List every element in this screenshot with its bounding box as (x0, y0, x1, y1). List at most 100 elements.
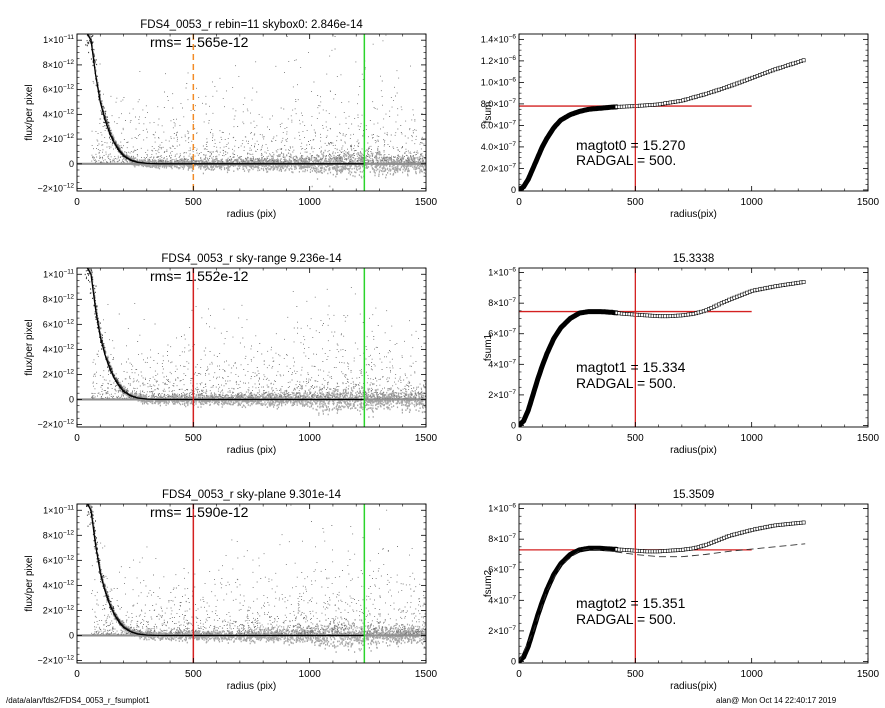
sky-scatter-dense (86, 268, 426, 418)
x-tick-label-1: 500 (185, 669, 202, 680)
y-axis-label: flux/per pixel (24, 555, 35, 611)
axes-frame (518, 33, 869, 192)
y-tick-label-0: 0 (511, 185, 516, 195)
x-axis-label: radius(pix) (670, 209, 717, 220)
x-axis-label: radius(pix) (670, 681, 717, 692)
curve-markers (614, 280, 806, 319)
y-tick-label-0: −2×10−12 (37, 183, 74, 194)
axes-frame (76, 503, 427, 664)
y-tick-label-0: 0 (511, 420, 516, 430)
growth-curve (519, 309, 620, 427)
y-tick-label-6: 1.2×10−6 (481, 55, 517, 66)
model-dashed-curve (519, 543, 806, 662)
y-tick-label-5: 1.0×10−6 (481, 76, 517, 87)
x-tick-label-2: 1000 (741, 669, 764, 680)
magnitude-annotation-1: RADGAL = 500. (576, 375, 676, 391)
y-tick-label-3: 4×10−12 (43, 343, 75, 354)
profile-line (86, 504, 365, 637)
x-tick-label-2: 1000 (741, 433, 764, 444)
curve-marker (801, 58, 806, 63)
curve-marker (801, 280, 806, 284)
chart-title: FDS4_0053_r rebin=11 skybox0: 2.846e-14 (140, 19, 363, 31)
y-axis-label: flux/per pixel (24, 319, 35, 375)
y-tick-label-1: 2×10−7 (488, 389, 516, 400)
chart-panel-1: rms= 1.552e-120 500 1000 1500−2×10−1202×10−… (24, 253, 438, 456)
x-tick-label-0: 0 (74, 433, 80, 444)
y-tick-label-1: 0 (69, 159, 74, 169)
footer-user-time: alan@ Mon Oct 14 22:40:17 2019 (716, 696, 837, 705)
y-tick-label-1: 0 (69, 630, 74, 640)
x-tick-label-0: 0 (516, 433, 522, 444)
magnitude-annotation-1: RADGAL = 500. (576, 152, 676, 168)
x-tick-label-3: 1500 (415, 433, 438, 444)
x-tick-label-3: 1500 (857, 669, 880, 680)
x-axis-label: radius (pix) (227, 209, 276, 220)
y-axis-label: flux/per pixel (24, 84, 35, 140)
axes-frame (76, 33, 427, 192)
x-tick-label-1: 500 (627, 669, 644, 680)
y-tick-label-5: 1×10−6 (488, 503, 516, 514)
x-tick-label-0: 0 (74, 197, 80, 208)
curve-markers (614, 58, 806, 109)
y-tick-label-0: 0 (511, 656, 516, 666)
x-tick-label-3: 1500 (415, 669, 438, 680)
y-tick-label-6: 1×10−11 (43, 268, 74, 279)
y-tick-label-4: 8×10−7 (488, 297, 516, 308)
axes-frame (76, 267, 427, 428)
outlier-points (91, 286, 426, 400)
x-tick-label-1: 500 (185, 433, 202, 444)
curve-marker (801, 520, 806, 525)
y-axis-label: fsum2 (483, 569, 494, 597)
x-tick-label-3: 1500 (857, 197, 880, 208)
y-tick-label-3: 6.0×10−7 (481, 119, 517, 130)
growth-curve (519, 545, 620, 663)
x-tick-label-3: 1500 (857, 433, 880, 444)
y-tick-label-5: 8×10−12 (43, 293, 75, 304)
y-tick-label-1: 2×10−7 (488, 625, 516, 636)
x-tick-label-2: 1000 (741, 197, 764, 208)
y-tick-label-2: 2×10−12 (43, 133, 75, 144)
x-tick-label-1: 500 (627, 197, 644, 208)
y-tick-label-2: 4.0×10−7 (481, 141, 517, 152)
rms-annotation: rms= 1.552e-12 (150, 268, 249, 284)
y-tick-label-4: 8×10−7 (488, 533, 516, 544)
y-axis-label: fsum (483, 102, 494, 124)
magnitude-annotation-0: magtot0 = 15.270 (576, 137, 686, 153)
x-tick-label-2: 1000 (299, 433, 322, 444)
outlier-points (91, 34, 426, 165)
x-axis-label: radius(pix) (670, 445, 717, 456)
rms-annotation: rms= 1.590e-12 (150, 504, 249, 520)
rms-annotation: rms= 1.565e-12 (150, 34, 249, 50)
plot-area (77, 34, 426, 188)
x-tick-label-0: 0 (516, 669, 522, 680)
chart-title: FDS4_0053_r sky-range 9.236e-14 (161, 253, 342, 265)
chart-title: FDS4_0053_r sky-plane 9.301e-14 (162, 489, 342, 501)
chart-panel-2: rms= 1.590e-120 500 1000 1500−2×10−1202×10−… (24, 489, 438, 692)
chart-panel-0: rms= 1.565e-120 500 1000 1500−2×10−1202×10−… (24, 19, 438, 220)
y-tick-label-1: 2.0×10−7 (481, 162, 517, 173)
axes-frame (518, 267, 869, 428)
y-tick-label-3: 4×10−12 (43, 108, 75, 119)
y-tick-label-5: 1×10−6 (488, 267, 516, 278)
x-tick-label-2: 1000 (299, 669, 322, 680)
sky-scatter-dense (86, 504, 426, 653)
x-tick-label-1: 500 (627, 433, 644, 444)
y-tick-label-3: 6×10−7 (488, 328, 516, 339)
curve-markers (614, 520, 806, 554)
axes-frame (518, 503, 869, 664)
y-tick-label-0: −2×10−12 (37, 654, 74, 665)
x-tick-label-0: 0 (516, 197, 522, 208)
plot-area (519, 520, 806, 663)
y-tick-label-2: 4×10−7 (488, 358, 516, 369)
x-tick-label-3: 1500 (415, 197, 438, 208)
footer-path: /data/alan/fds2/FDS4_0053_r_fsumplot1 (6, 696, 150, 705)
y-tick-label-3: 6×10−7 (488, 564, 516, 575)
y-axis-label: fsum1 (483, 333, 494, 361)
y-tick-label-6: 1×10−11 (43, 34, 74, 45)
y-tick-label-5: 8×10−12 (43, 59, 75, 70)
x-tick-label-1: 500 (185, 197, 202, 208)
